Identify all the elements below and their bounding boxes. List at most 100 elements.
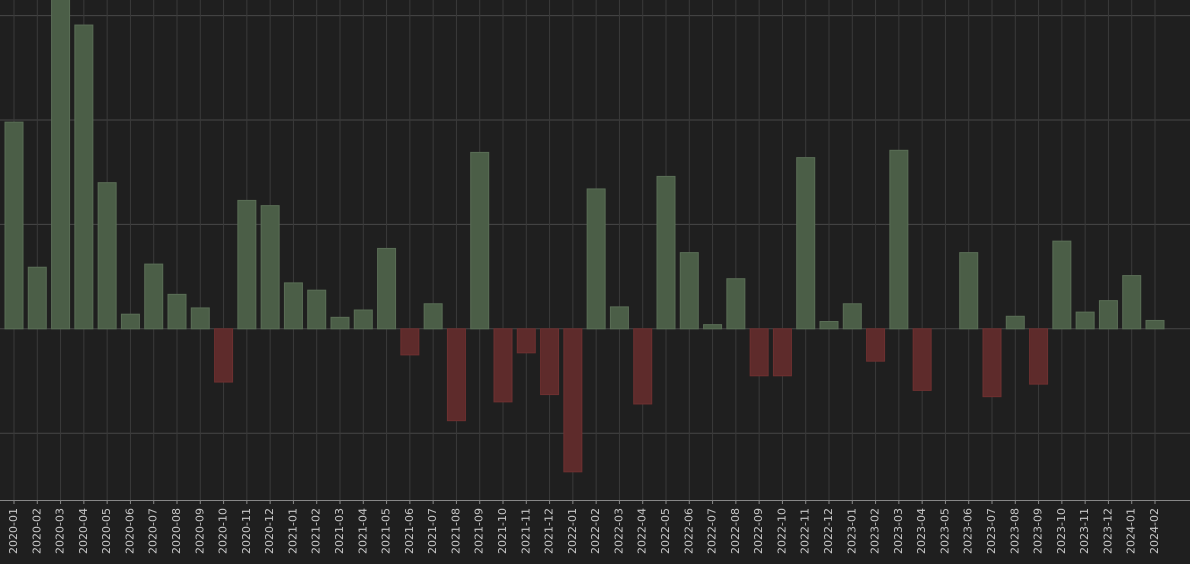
x-tick-label: 2020-06 [123, 508, 136, 554]
x-tick-label: 2021-12 [543, 508, 556, 554]
bar [120, 313, 140, 330]
x-tick-label: 2024-01 [1125, 508, 1138, 554]
bar [144, 263, 164, 330]
x-tick-label: 2022-01 [566, 508, 579, 554]
x-tick-label: 2022-09 [752, 508, 765, 554]
bar [982, 328, 1002, 398]
bar [912, 328, 932, 391]
bar [749, 328, 769, 377]
x-tick-label: 2023-05 [938, 508, 951, 554]
bar [400, 328, 420, 356]
bar [423, 303, 443, 330]
x-tick-label: 2022-03 [612, 508, 625, 554]
x-tick-label: 2022-04 [636, 508, 649, 554]
x-tick-label: 2023-03 [892, 508, 905, 554]
bar [679, 252, 699, 330]
x-tick-label: 2022-08 [729, 508, 742, 554]
x-tick-label: 2022-05 [659, 508, 672, 554]
x-tick-label: 2023-01 [845, 508, 858, 554]
x-tick-label: 2023-02 [869, 508, 882, 554]
x-tick-label: 2022-02 [589, 508, 602, 554]
bar [633, 328, 653, 405]
bar [866, 328, 886, 362]
x-tick-label: 2022-06 [682, 508, 695, 554]
bar [563, 328, 583, 473]
bar [307, 289, 327, 330]
x-tick-label: 2020-02 [30, 508, 43, 554]
bar [772, 328, 792, 377]
x-tick-label: 2021-01 [286, 508, 299, 554]
x-tick-label: 2021-02 [310, 508, 323, 554]
bar [726, 278, 746, 330]
bar [260, 205, 280, 330]
x-tick-label: 2021-09 [473, 508, 486, 554]
x-tick-label: 2023-10 [1055, 508, 1068, 554]
x-tick-label: 2022-11 [799, 508, 812, 554]
bar [609, 306, 629, 330]
bar [540, 328, 560, 396]
bar [1122, 275, 1142, 330]
bar [889, 149, 909, 330]
bar [656, 175, 676, 330]
bar [353, 309, 373, 330]
x-tick-label: 2020-09 [193, 508, 206, 554]
x-tick-label: 2020-07 [147, 508, 160, 554]
x-tick-label: 2021-07 [426, 508, 439, 554]
bar [959, 252, 979, 330]
x-tick-label: 2020-10 [217, 508, 230, 554]
x-tick-label: 2023-08 [1008, 508, 1021, 554]
bar [237, 199, 257, 330]
x-tick-label: 2021-06 [403, 508, 416, 554]
x-tick-label: 2021-10 [496, 508, 509, 554]
x-tick-label: 2023-04 [915, 508, 928, 554]
bar [330, 316, 350, 330]
bar [1098, 300, 1118, 330]
bar [470, 151, 490, 330]
bar [97, 182, 117, 330]
x-tick-label: 2021-04 [356, 508, 369, 554]
bar [74, 24, 94, 330]
bar [4, 121, 24, 330]
x-tick-label: 2023-12 [1101, 508, 1114, 554]
x-tick-label: 2021-08 [449, 508, 462, 554]
x-tick-label: 2022-12 [822, 508, 835, 554]
bar [703, 324, 723, 330]
bar [842, 303, 862, 330]
bar [51, 0, 71, 330]
x-tick-label: 2024-02 [1148, 508, 1161, 554]
bar [446, 328, 466, 422]
x-tick-label: 2020-08 [170, 508, 183, 554]
x-tick-label: 2020-01 [7, 508, 20, 554]
bar [214, 328, 234, 383]
x-tick-label: 2023-09 [1032, 508, 1045, 554]
x-tick-label: 2021-11 [519, 508, 532, 554]
bar [27, 266, 47, 330]
bar [796, 157, 816, 330]
x-tick-label: 2022-07 [706, 508, 719, 554]
bar [1145, 319, 1165, 330]
x-tick-label: 2020-11 [240, 508, 253, 554]
x-tick-label: 2020-05 [100, 508, 113, 554]
x-tick-label: 2023-06 [962, 508, 975, 554]
x-tick-label: 2023-11 [1078, 508, 1091, 554]
bar [516, 328, 536, 354]
bar [167, 293, 187, 330]
x-tick-label: 2020-03 [54, 508, 67, 554]
bar [190, 307, 210, 330]
bar [1052, 240, 1072, 330]
bar [493, 328, 513, 403]
bar [1029, 328, 1049, 385]
x-tick-label: 2022-10 [775, 508, 788, 554]
x-tick-label: 2020-12 [263, 508, 276, 554]
bar [1075, 311, 1095, 330]
x-tick-label: 2020-04 [77, 508, 90, 554]
bar [377, 247, 397, 330]
bar [586, 188, 606, 330]
x-tick-label: 2021-05 [380, 508, 393, 554]
bars [4, 0, 1165, 473]
x-tick-label: 2021-03 [333, 508, 346, 554]
x-tick-label: 2023-07 [985, 508, 998, 554]
x-labels: 2020-01 2020-02 2020-03 2020-04 2020-05 2020-… [7, 500, 1161, 554]
bar [1005, 315, 1025, 330]
